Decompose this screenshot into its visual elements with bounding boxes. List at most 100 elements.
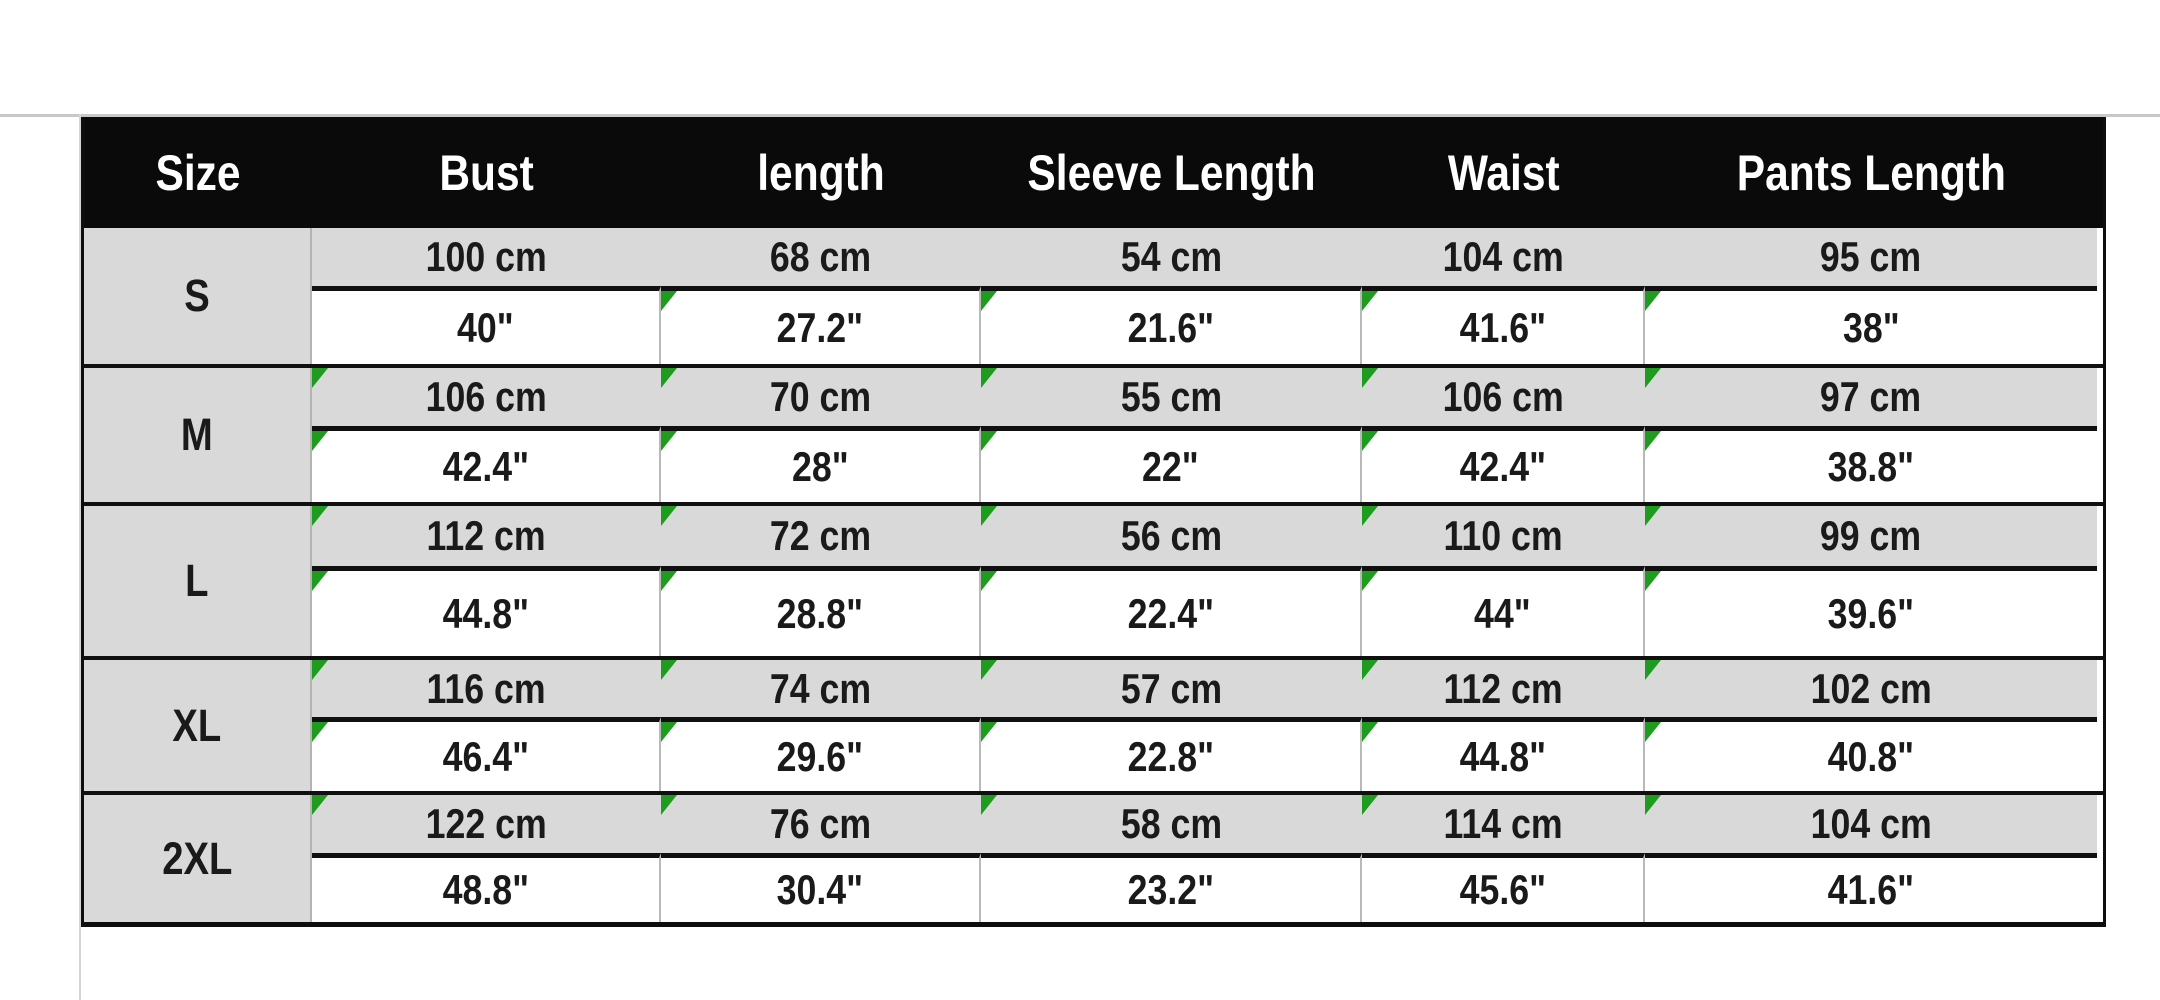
text-format-indicator-icon [312, 506, 328, 526]
inch-cell-bust: 46.4" [312, 717, 661, 791]
text-format-indicator-icon [661, 795, 677, 815]
cm-value: 55 cm [1120, 373, 1223, 420]
text-format-indicator-icon [981, 291, 997, 311]
cm-value: 106 cm [1442, 373, 1565, 420]
size-row-group-s: S 100 cm 68 cm 54 cm 104 cm 95 cm 40" 27… [84, 228, 2103, 364]
text-format-indicator-icon [1645, 722, 1661, 742]
inch-cell-length: 27.2" [661, 286, 981, 364]
cm-value: 104 cm [1442, 233, 1565, 280]
inch-value: 44.8" [442, 589, 529, 637]
size-label: XL [172, 699, 222, 751]
size-row-group-xl: XL 116 cm 74 cm 57 cm 112 cm 102 cm 46.4… [84, 656, 2103, 791]
inch-cell-pants: 41.6" [1645, 853, 2097, 922]
text-format-indicator-icon [661, 431, 677, 451]
size-label-cell: L [84, 506, 312, 656]
cm-value: 110 cm [1443, 512, 1564, 559]
inch-cell-length: 29.6" [661, 717, 981, 791]
header-cell-pants-length: Pants Length [1645, 144, 2097, 202]
cm-cell-sleeve: 56 cm [981, 506, 1362, 566]
inch-cell-pants: 38.8" [1645, 426, 2097, 502]
cm-value: 102 cm [1810, 664, 1932, 712]
cm-value: 74 cm [770, 664, 872, 712]
header-label: Pants Length [1736, 144, 2006, 201]
cm-cell-pants: 99 cm [1645, 506, 2097, 566]
cm-value: 58 cm [1120, 800, 1223, 847]
inch-cell-sleeve: 21.6" [981, 286, 1362, 364]
text-format-indicator-icon [661, 722, 677, 742]
cm-cell-length: 72 cm [661, 506, 981, 566]
text-format-indicator-icon [661, 368, 677, 388]
text-format-indicator-icon [1362, 722, 1378, 742]
cm-cell-waist: 104 cm [1362, 228, 1645, 286]
text-format-indicator-icon [661, 571, 677, 591]
header-cell-length: length [661, 144, 981, 202]
inch-cell-waist: 45.6" [1362, 853, 1645, 922]
text-format-indicator-icon [981, 506, 997, 526]
cm-value: 68 cm [770, 233, 872, 280]
text-format-indicator-icon [1362, 291, 1378, 311]
text-format-indicator-icon [661, 660, 677, 680]
text-format-indicator-icon [1645, 660, 1661, 680]
cm-cell-length: 74 cm [661, 660, 981, 717]
inch-value: 28" [791, 442, 849, 490]
text-format-indicator-icon [1645, 571, 1661, 591]
header-label: Sleeve Length [1027, 144, 1316, 201]
cm-cell-sleeve: 55 cm [981, 368, 1362, 426]
text-format-indicator-icon [312, 431, 328, 451]
cm-cell-bust: 116 cm [312, 660, 661, 717]
cm-cell-waist: 110 cm [1362, 506, 1645, 566]
text-format-indicator-icon [981, 368, 997, 388]
inch-value: 22.4" [1127, 589, 1214, 637]
size-chart-table: Size Bust length Sleeve Length Waist Pan… [81, 117, 2106, 927]
text-format-indicator-icon [1645, 431, 1661, 451]
cm-value: 70 cm [770, 373, 872, 420]
cm-value: 56 cm [1120, 512, 1223, 559]
text-format-indicator-icon [312, 571, 328, 591]
page-vertical-rule [79, 114, 81, 1000]
cm-value: 112 cm [426, 512, 547, 559]
text-format-indicator-icon [1645, 506, 1661, 526]
inch-value: 21.6" [1127, 303, 1214, 351]
text-format-indicator-icon [981, 660, 997, 680]
text-format-indicator-icon [1362, 506, 1378, 526]
cm-value: 99 cm [1820, 512, 1922, 559]
header-label: length [757, 144, 885, 201]
header-label: Size [155, 144, 241, 201]
inch-value: 40.8" [1827, 732, 1915, 780]
cm-value: 116 cm [426, 664, 547, 712]
text-format-indicator-icon [1362, 571, 1378, 591]
inch-cell-sleeve: 22.8" [981, 717, 1362, 791]
inch-cell-length: 30.4" [661, 853, 981, 922]
text-format-indicator-icon [661, 506, 677, 526]
inch-cell-sleeve: 22.4" [981, 566, 1362, 656]
table-header-row: Size Bust length Sleeve Length Waist Pan… [84, 117, 2103, 228]
inch-cell-bust: 40" [312, 286, 661, 364]
text-format-indicator-icon [981, 431, 997, 451]
cm-value: 112 cm [1443, 664, 1564, 712]
cm-cell-bust: 106 cm [312, 368, 661, 426]
inch-value: 48.8" [442, 866, 529, 913]
inch-cell-length: 28.8" [661, 566, 981, 656]
cm-cell-waist: 112 cm [1362, 660, 1645, 717]
inch-value: 42.4" [1459, 442, 1546, 490]
cm-value: 122 cm [425, 800, 548, 847]
cm-value: 106 cm [425, 373, 548, 420]
cm-cell-waist: 114 cm [1362, 795, 1645, 853]
inch-cell-sleeve: 22" [981, 426, 1362, 502]
size-label: S [184, 270, 210, 321]
inch-cell-sleeve: 23.2" [981, 853, 1362, 922]
inch-value: 41.6" [1459, 303, 1546, 351]
size-label: L [185, 555, 209, 606]
inch-value: 41.6" [1827, 866, 1915, 913]
text-format-indicator-icon [981, 571, 997, 591]
cm-cell-waist: 106 cm [1362, 368, 1645, 426]
page-horizontal-rule [0, 114, 2160, 117]
text-format-indicator-icon [1645, 368, 1661, 388]
header-cell-sleeve-length: Sleeve Length [981, 144, 1362, 202]
text-format-indicator-icon [312, 660, 328, 680]
cm-cell-sleeve: 57 cm [981, 660, 1362, 717]
size-row-group-m: M 106 cm 70 cm 55 cm 106 cm 97 cm 42.4" … [84, 364, 2103, 502]
inch-value: 27.2" [776, 303, 864, 351]
inch-value: 39.6" [1827, 589, 1915, 637]
cm-value: 100 cm [425, 233, 548, 280]
